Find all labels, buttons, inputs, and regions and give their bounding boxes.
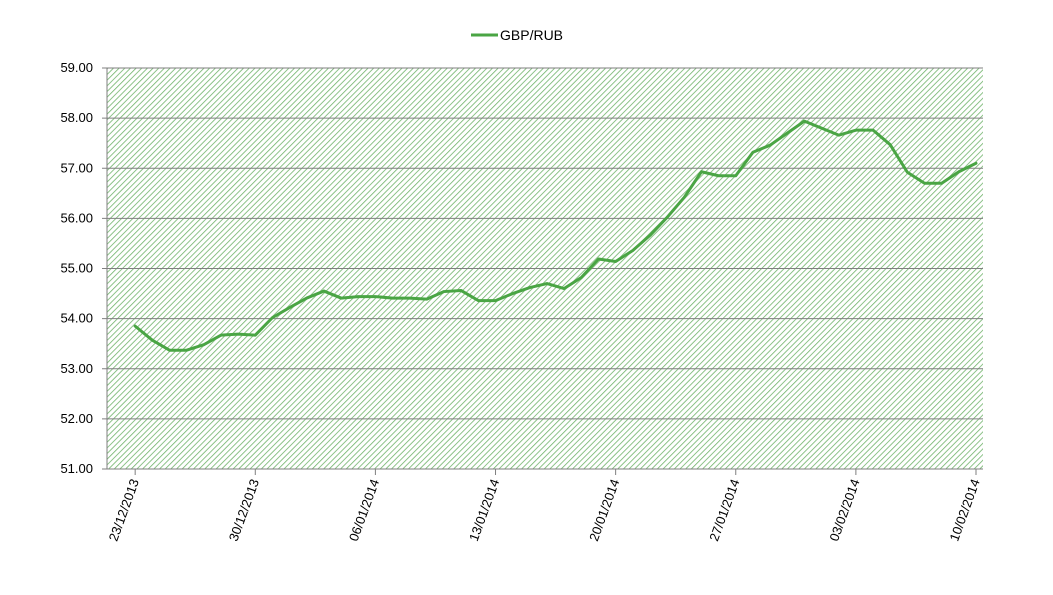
y-tick-label: 59.00 bbox=[60, 60, 93, 75]
y-tick-label: 51.00 bbox=[60, 461, 93, 476]
y-tick-label: 52.00 bbox=[60, 411, 93, 426]
x-tick-label: 10/02/2014 bbox=[946, 477, 982, 543]
y-tick-label: 56.00 bbox=[60, 210, 93, 225]
legend-label: GBP/RUB bbox=[500, 27, 563, 43]
x-tick-label: 23/12/2013 bbox=[106, 477, 142, 543]
legend: GBP/RUB bbox=[471, 27, 563, 43]
y-tick-label: 57.00 bbox=[60, 160, 93, 175]
x-tick-label: 13/01/2014 bbox=[466, 477, 502, 543]
x-tick-label: 06/01/2014 bbox=[346, 477, 382, 543]
series-layer bbox=[133, 119, 978, 352]
x-tick-label: 20/01/2014 bbox=[586, 477, 622, 543]
y-tick-label: 54.00 bbox=[60, 311, 93, 326]
x-tick-label: 03/02/2014 bbox=[826, 477, 862, 543]
x-tick-label: 27/01/2014 bbox=[706, 477, 742, 543]
y-tick-label: 55.00 bbox=[60, 261, 93, 276]
x-axis-ticks: 23/12/2013 30/12/2013 06/01/2014 13/01/2014… bbox=[106, 469, 983, 543]
y-tick-label: 53.00 bbox=[60, 361, 93, 376]
y-tick-label: 58.00 bbox=[60, 110, 93, 125]
y-axis-ticks: 51.00 52.00 53.00 54.00 55.00 56.00 57.00 58.00… bbox=[60, 60, 107, 476]
x-tick-label: 30/12/2013 bbox=[226, 477, 262, 543]
series-line-0 bbox=[133, 119, 978, 352]
